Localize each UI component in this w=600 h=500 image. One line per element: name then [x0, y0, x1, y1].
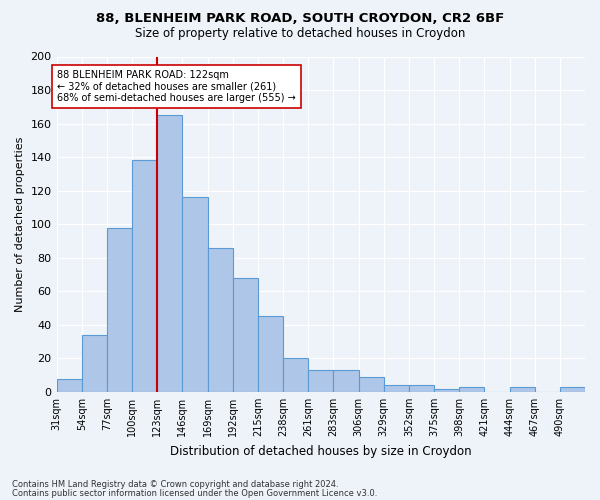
Bar: [56, 378, 82, 392]
Y-axis label: Number of detached properties: Number of detached properties: [15, 136, 25, 312]
Text: 88 BLENHEIM PARK ROAD: 122sqm
← 32% of detached houses are smaller (261)
68% of : 88 BLENHEIM PARK ROAD: 122sqm ← 32% of d…: [57, 70, 296, 103]
Bar: [208, 248, 233, 392]
X-axis label: Distribution of detached houses by size in Croydon: Distribution of detached houses by size …: [170, 444, 472, 458]
Bar: [233, 278, 258, 392]
Bar: [359, 377, 383, 392]
Text: Contains HM Land Registry data © Crown copyright and database right 2024.: Contains HM Land Registry data © Crown c…: [12, 480, 338, 489]
Bar: [560, 387, 585, 392]
Bar: [383, 385, 409, 392]
Text: Size of property relative to detached houses in Croydon: Size of property relative to detached ho…: [135, 28, 465, 40]
Bar: [157, 115, 182, 392]
Bar: [182, 198, 208, 392]
Text: Contains public sector information licensed under the Open Government Licence v3: Contains public sector information licen…: [12, 488, 377, 498]
Bar: [409, 385, 434, 392]
Bar: [308, 370, 334, 392]
Bar: [283, 358, 308, 392]
Bar: [82, 335, 107, 392]
Bar: [434, 388, 459, 392]
Bar: [258, 316, 283, 392]
Bar: [132, 160, 157, 392]
Bar: [334, 370, 359, 392]
Text: 88, BLENHEIM PARK ROAD, SOUTH CROYDON, CR2 6BF: 88, BLENHEIM PARK ROAD, SOUTH CROYDON, C…: [96, 12, 504, 26]
Bar: [509, 387, 535, 392]
Bar: [107, 228, 132, 392]
Bar: [459, 387, 484, 392]
